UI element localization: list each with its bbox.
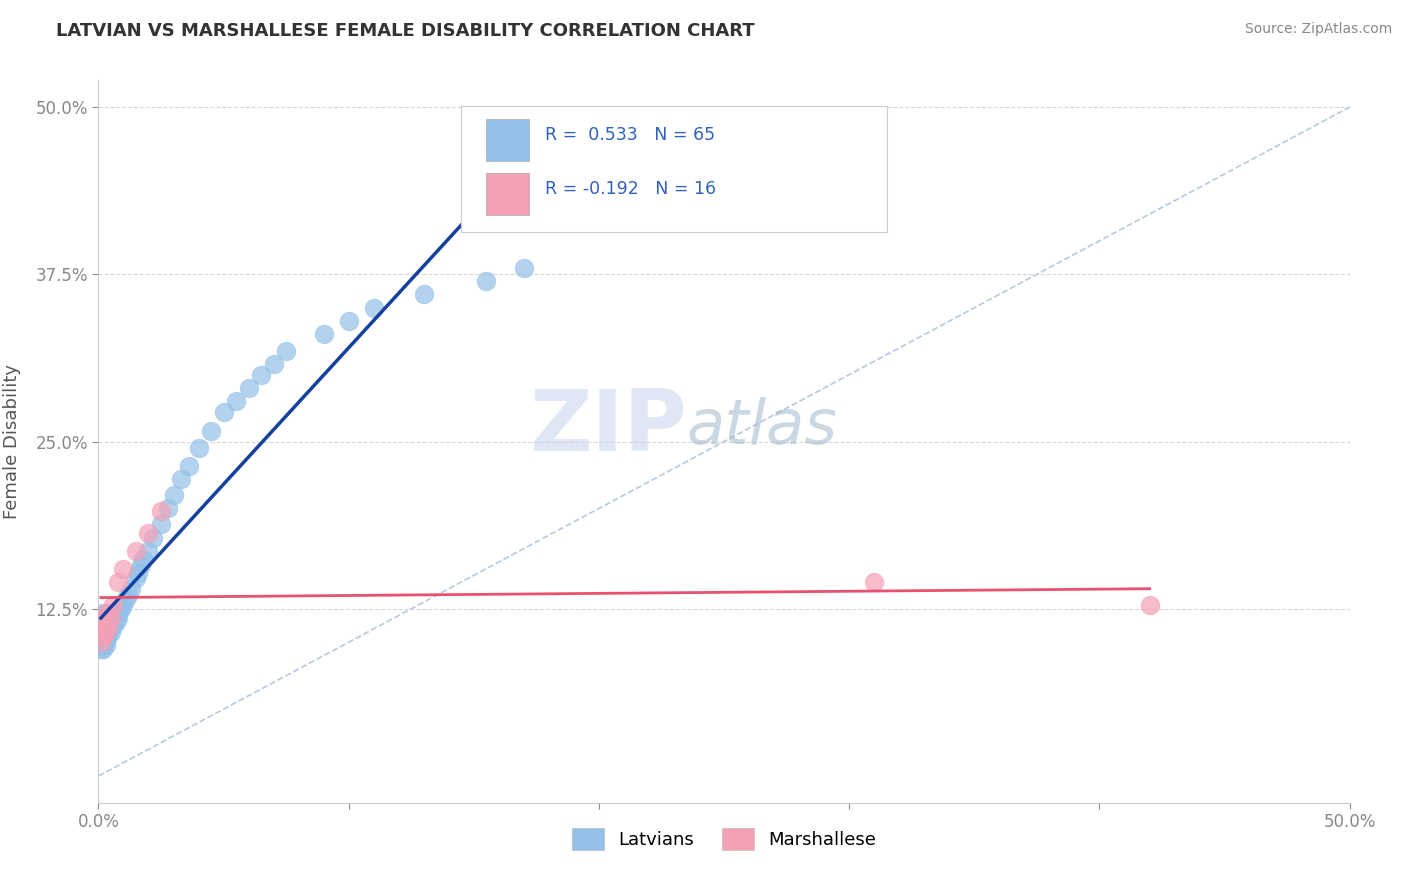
Point — [93, 638, 115, 652]
Point — [103, 598, 125, 612]
Point — [93, 629, 115, 643]
Point — [93, 642, 115, 657]
Point — [93, 615, 115, 630]
Point — [90, 615, 112, 630]
Point — [103, 611, 125, 625]
Point — [90, 642, 112, 657]
Point — [104, 615, 127, 630]
Point — [112, 562, 135, 576]
Point — [97, 624, 120, 639]
Point — [93, 608, 115, 623]
Point — [132, 552, 155, 566]
Point — [90, 629, 112, 643]
Y-axis label: Female Disability: Female Disability — [3, 364, 21, 519]
Point — [107, 611, 129, 625]
Point — [200, 424, 222, 438]
Point — [97, 629, 120, 643]
Point — [475, 274, 498, 288]
Point — [100, 624, 122, 639]
Legend: Latvians, Marshallese: Latvians, Marshallese — [562, 819, 886, 859]
Point — [94, 611, 117, 625]
Point — [162, 488, 184, 502]
Point — [93, 629, 115, 643]
Point — [138, 544, 160, 558]
Point — [225, 394, 247, 409]
Point — [150, 517, 173, 532]
Point — [107, 575, 129, 590]
Point — [94, 624, 117, 639]
Point — [112, 598, 135, 612]
Point — [100, 611, 122, 625]
Point — [150, 504, 173, 518]
FancyBboxPatch shape — [461, 105, 887, 232]
Point — [125, 544, 148, 558]
Point — [93, 619, 115, 633]
Point — [90, 635, 112, 649]
Point — [274, 343, 298, 358]
Text: Source: ZipAtlas.com: Source: ZipAtlas.com — [1244, 22, 1392, 37]
Point — [142, 531, 165, 545]
Point — [97, 619, 120, 633]
Point — [863, 575, 886, 590]
Point — [93, 611, 115, 625]
Point — [312, 327, 335, 342]
Text: ZIP: ZIP — [529, 385, 686, 468]
Point — [170, 472, 193, 486]
Text: R =  0.533   N = 65: R = 0.533 N = 65 — [546, 126, 716, 144]
Point — [93, 632, 115, 647]
Point — [513, 260, 536, 275]
Point — [100, 619, 122, 633]
Point — [187, 442, 209, 455]
Point — [94, 615, 117, 630]
Point — [138, 525, 160, 540]
Point — [94, 629, 117, 643]
Point — [157, 501, 180, 516]
Point — [263, 357, 285, 371]
Point — [90, 624, 112, 639]
Point — [103, 619, 125, 633]
Point — [127, 566, 149, 580]
Point — [94, 624, 117, 639]
Point — [97, 611, 120, 625]
Point — [107, 606, 129, 620]
Point — [117, 589, 139, 603]
Point — [120, 582, 142, 596]
Point — [524, 187, 547, 202]
Point — [90, 635, 112, 649]
Point — [94, 606, 117, 620]
Point — [93, 624, 115, 639]
Point — [93, 611, 115, 625]
Point — [97, 619, 120, 633]
Point — [212, 405, 235, 419]
Point — [100, 611, 122, 625]
Point — [1139, 598, 1161, 612]
Text: atlas: atlas — [686, 397, 838, 457]
Point — [250, 368, 273, 382]
Point — [94, 638, 117, 652]
Point — [94, 619, 117, 633]
Point — [238, 381, 260, 395]
Text: LATVIAN VS MARSHALLESE FEMALE DISABILITY CORRELATION CHART: LATVIAN VS MARSHALLESE FEMALE DISABILITY… — [56, 22, 755, 40]
Point — [129, 558, 152, 572]
Point — [93, 606, 115, 620]
Point — [94, 632, 117, 647]
Point — [412, 287, 434, 301]
Point — [125, 571, 148, 585]
Point — [363, 301, 385, 315]
FancyBboxPatch shape — [486, 119, 529, 161]
Point — [90, 619, 112, 633]
Text: R = -0.192   N = 16: R = -0.192 N = 16 — [546, 180, 716, 198]
Point — [177, 458, 200, 473]
Point — [337, 314, 360, 328]
Point — [115, 592, 138, 607]
Point — [110, 602, 132, 616]
FancyBboxPatch shape — [486, 173, 529, 215]
